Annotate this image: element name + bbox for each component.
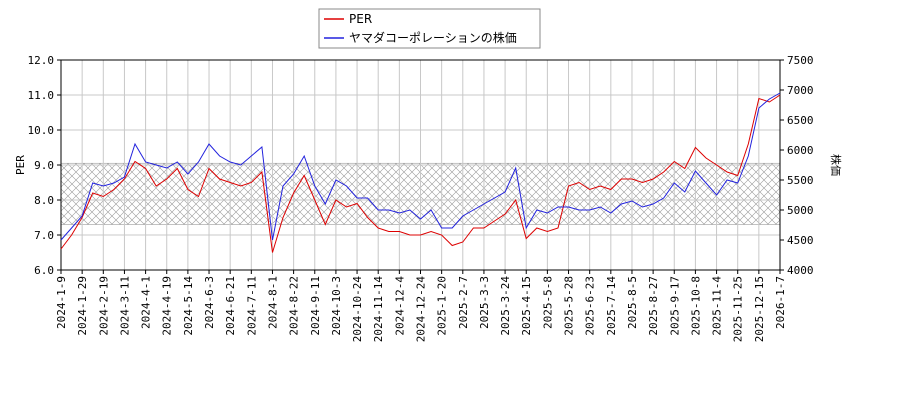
- legend-box: [318, 8, 541, 49]
- y-tick-label: 6.0: [34, 264, 54, 277]
- x-tick-label: 2024-3-11: [118, 276, 131, 336]
- y2-tick-label: 5500: [787, 174, 814, 187]
- x-tick-label: 2025-3-3: [478, 276, 491, 329]
- x-tick-label: 2025-9-17: [668, 276, 681, 336]
- y2-tick-label: 4500: [787, 234, 814, 247]
- x-tick-label: 2024-4-1: [140, 276, 153, 329]
- plot-frame: [60, 59, 781, 271]
- x-tick-label: 2024-12-24: [415, 276, 428, 343]
- x-tick-label: 2025-3-24: [499, 276, 512, 336]
- x-tick-label: 2025-7-14: [605, 276, 618, 336]
- x-tick-label: 2024-11-14: [372, 276, 385, 343]
- x-tick-label: 2025-8-5: [626, 276, 639, 329]
- x-tick-label: 2024-7-11: [245, 276, 258, 336]
- y2-tick-label: 6500: [787, 114, 814, 127]
- series-line: [60, 92, 781, 241]
- y-tick-label: 7.0: [34, 229, 54, 242]
- x-tick-label: 2024-1-29: [76, 276, 89, 336]
- x-tick-label: 2025-5-8: [541, 276, 554, 329]
- y-tick-label: 9.0: [34, 159, 54, 172]
- x-tick-label: 2025-8-27: [647, 276, 660, 336]
- x-tick-label: 2025-2-7: [457, 276, 470, 329]
- y2-axis-label: 株価: [829, 154, 843, 176]
- x-tick-label: 2024-10-24: [351, 276, 364, 343]
- y2-tick-label: 6000: [787, 144, 814, 157]
- legend-label: PER: [349, 12, 372, 26]
- x-tick-label: 2024-12-4: [393, 276, 406, 336]
- x-tick-label: 2025-11-25: [732, 276, 745, 342]
- y2-tick-label: 7000: [787, 84, 814, 97]
- x-tick-label: 2025-6-23: [584, 276, 597, 336]
- y-tick-label: 8.0: [34, 194, 54, 207]
- x-tick-label: 2024-8-1: [266, 276, 279, 329]
- x-tick-label: 2024-6-3: [203, 276, 216, 329]
- x-tick-label: 2024-5-14: [182, 276, 195, 336]
- y-axis-label: PER: [14, 155, 27, 175]
- x-tick-label: 2024-8-22: [288, 276, 301, 336]
- y-tick-label: 11.0: [28, 89, 55, 102]
- x-tick-label: 2024-9-11: [309, 276, 322, 336]
- x-tick-label: 2025-1-20: [436, 276, 449, 336]
- x-tick-label: 2025-5-28: [563, 276, 576, 336]
- y2-tick-label: 4000: [787, 264, 814, 277]
- y2-tick-label: 7500: [787, 54, 814, 67]
- y2-tick-label: 5000: [787, 204, 814, 217]
- legend-label: ヤマダコーポレーションの株価: [349, 30, 517, 45]
- x-tick-label: 2024-10-3: [330, 276, 343, 336]
- y-tick-label: 10.0: [28, 124, 55, 137]
- series-line: [60, 94, 781, 253]
- x-tick-label: 2025-12-15: [753, 276, 766, 342]
- x-tick-label: 2025-11-4: [711, 276, 724, 336]
- x-tick-label: 2024-6-21: [224, 276, 237, 336]
- x-tick-label: 2026-1-7: [774, 276, 787, 329]
- x-tick-label: 2025-10-8: [689, 276, 702, 336]
- x-tick-label: 2024-2-19: [97, 276, 110, 336]
- x-tick-label: 2025-4-15: [520, 276, 533, 336]
- x-tick-label: 2024-1-9: [55, 276, 68, 329]
- y-tick-label: 12.0: [28, 54, 55, 67]
- x-tick-label: 2024-4-19: [161, 276, 174, 336]
